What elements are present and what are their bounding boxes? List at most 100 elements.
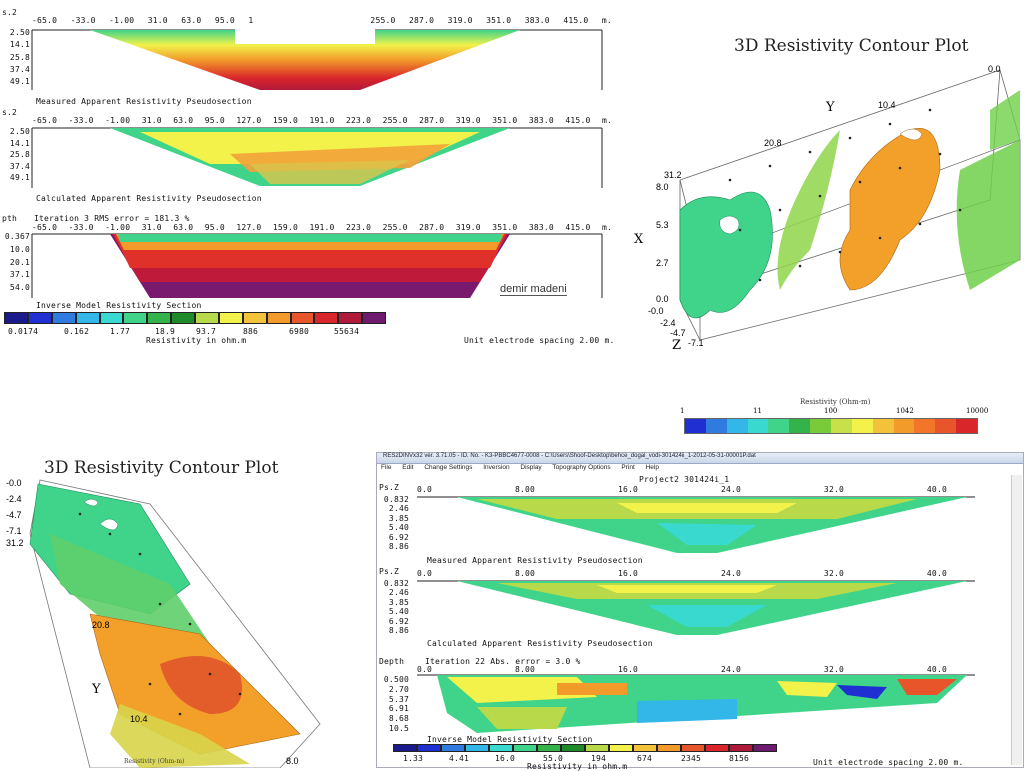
legend-title: Resistivity (Ohm-m) [800,398,871,406]
section1-ylabel: s.2 [2,8,18,17]
section1-caption: Measured Apparent Resistivity Pseudosect… [427,556,643,565]
contour3d-rotated-plot [29,479,321,768]
depth-label: 5.37 [388,694,409,704]
section1-ylabel: Ps.Z [379,483,400,492]
tick: 63.0 [173,116,194,125]
tick: 8.00 [514,485,536,494]
depth-label: 2.50 [9,28,30,37]
legend-swatch [99,312,124,324]
menu-edit[interactable]: Edit [402,464,414,471]
tick: 24.0 [720,569,742,578]
legend-swatch [681,744,705,752]
tick: 63.0 [173,223,194,232]
legend-swatch [914,419,936,433]
legend-value: 6980 [289,327,310,336]
depth-label: 14.1 [9,40,30,50]
tick: 16.0 [617,665,639,674]
legend-tick: 10000 [966,407,989,415]
legend-value: 1.33 [403,754,424,763]
legend-swatch [935,419,957,433]
menu-file[interactable]: File [381,464,392,471]
legend-value: 2345 [681,754,702,763]
section1-x-ticks: 0.0 8.00 16.0 24.0 32.0 40.0 [417,485,947,494]
menu-display[interactable]: Display [520,464,542,471]
section3-caption: Inverse Model Resistivity Section [36,301,202,310]
top-right-color-legend [684,418,978,434]
legend-swatch [726,419,748,433]
section3-x-ticks: -65.0 -33.0 -1.00 31.0 63.0 95.0 127.0 1… [32,223,612,232]
calculated-pseudosection-plot [31,127,603,188]
legend-swatch [75,312,100,324]
legend-swatch [489,744,513,752]
section3-x-ticks: 0.0 8.00 16.0 24.0 32.0 40.0 [417,665,947,674]
z-tick: -0.0 [648,306,664,316]
section2-caption: Calculated Apparent Resistivity Pseudose… [36,194,262,203]
section3-iteration: Iteration 22 Abs. error = 3.0 % [425,657,581,666]
depth-label: 37.4 [9,64,30,74]
inverse-model-section-plot [417,674,975,733]
menu-print[interactable]: Print [621,464,635,471]
tick: -65.0 [32,223,58,232]
contour3d-panel-bottom-left: 3D Resistivity Contour Plot -0.0 -2.4 -4… [0,450,340,768]
plot-title: 3D Resistivity Contour Plot [44,458,279,478]
legend-value: 4.41 [449,754,470,763]
tick: 0.0 [417,665,433,674]
tick: 223.0 [346,116,372,125]
legend-tick: 1 [680,407,685,415]
tick: -65.0 [32,16,58,25]
legend-swatch [465,744,489,752]
tick: 8.00 [514,665,536,674]
section1-x-ticks: -65.0 -33.0 -1.00 31.0 63.0 95.0 1 255.0… [32,16,612,25]
calculated-pseudosection-plot [417,580,975,635]
tick: -33.0 [68,116,94,125]
section2-ylabel: Ps.Z [379,567,400,576]
tick: -1.00 [105,116,131,125]
section2-x-ticks: -65.0 -33.0 -1.00 31.0 63.0 95.0 127.0 1… [32,116,612,125]
tick: 95.0 [214,16,235,25]
tick: m. [601,116,612,125]
depth-label: 49.1 [9,173,30,182]
tick: 40.0 [926,485,947,494]
legend-swatch [753,744,777,752]
menu-topography-options[interactable]: Topography Options [552,464,611,471]
legend-swatch [290,312,315,324]
menu-inversion[interactable]: Inversion [483,464,510,471]
vertical-scrollbar[interactable] [1011,475,1022,765]
legend-swatch [314,312,339,324]
legend-value: 1.77 [110,327,131,336]
depth-label: 8.86 [388,541,409,551]
depth-label: 5.40 [388,523,409,533]
electrode-spacing: Unit electrode spacing 2.00 m. [464,336,615,345]
legend-swatch [242,312,267,324]
axis-label-y: Y [826,100,835,115]
menu-change-settings[interactable]: Change Settings [424,464,473,471]
measured-pseudosection-plot [31,24,603,90]
depth-label: 2.46 [388,504,409,514]
tick: 24.0 [720,485,742,494]
tick: 351.0 [492,223,518,232]
legend-value: 55634 [334,327,360,336]
legend-swatch [537,744,561,752]
menu-help[interactable]: Help [645,464,659,471]
x-tick: 2.7 [656,258,669,268]
legend-tick: 1042 [896,407,914,415]
section3-depths: 0.500 2.70 5.37 6.91 8.68 10.5 [379,675,409,733]
section1-depths: 0.832 2.46 3.85 5.40 6.92 8.86 [379,495,409,551]
depth-label: 2.46 [388,588,409,598]
axis-label-z: Z [672,338,682,353]
section3-caption: Inverse Model Resistivity Section [427,735,593,744]
depth-label: 10.0 [9,244,30,254]
legend-swatch [705,744,729,752]
legend-swatch [195,312,219,324]
depth-label: 6.92 [388,532,409,542]
legend-swatch [266,312,291,324]
legend-swatch [747,419,769,433]
tick: 24.0 [720,665,742,674]
z-tick: -4.7 [670,328,686,338]
y-tick: 10.4 [130,714,148,724]
legend-swatch [362,312,386,324]
legend-swatch [768,419,790,433]
legend-swatch [810,419,832,433]
depth-label: 25.8 [9,150,30,159]
depth-label: 3.85 [388,513,409,523]
